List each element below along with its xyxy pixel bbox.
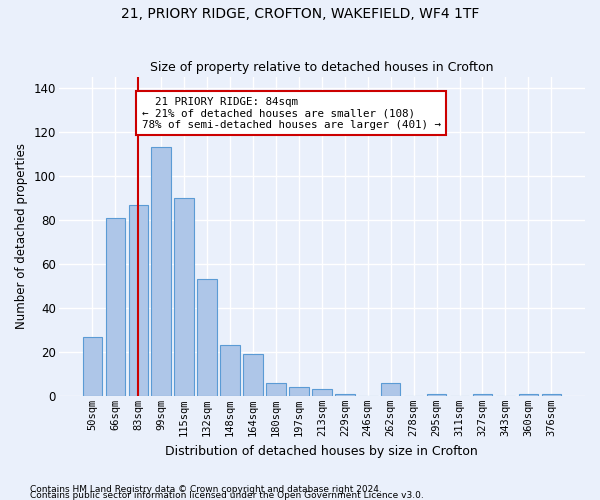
Bar	[197, 280, 217, 396]
Bar	[518, 394, 538, 396]
Bar	[83, 336, 102, 396]
Bar	[175, 198, 194, 396]
Text: Contains public sector information licensed under the Open Government Licence v3: Contains public sector information licen…	[30, 490, 424, 500]
Bar	[151, 148, 171, 396]
Text: Contains HM Land Registry data © Crown copyright and database right 2024.: Contains HM Land Registry data © Crown c…	[30, 484, 382, 494]
Bar	[427, 394, 446, 396]
Bar	[128, 204, 148, 396]
Bar	[312, 390, 332, 396]
Bar	[243, 354, 263, 396]
Bar	[106, 218, 125, 396]
Bar	[220, 346, 240, 396]
Text: 21 PRIORY RIDGE: 84sqm
← 21% of detached houses are smaller (108)
78% of semi-de: 21 PRIORY RIDGE: 84sqm ← 21% of detached…	[142, 97, 441, 130]
Title: Size of property relative to detached houses in Crofton: Size of property relative to detached ho…	[150, 62, 494, 74]
X-axis label: Distribution of detached houses by size in Crofton: Distribution of detached houses by size …	[166, 444, 478, 458]
Text: 21, PRIORY RIDGE, CROFTON, WAKEFIELD, WF4 1TF: 21, PRIORY RIDGE, CROFTON, WAKEFIELD, WF…	[121, 8, 479, 22]
Bar	[289, 387, 308, 396]
Y-axis label: Number of detached properties: Number of detached properties	[15, 144, 28, 330]
Bar	[473, 394, 492, 396]
Bar	[542, 394, 561, 396]
Bar	[335, 394, 355, 396]
Bar	[266, 382, 286, 396]
Bar	[381, 382, 400, 396]
